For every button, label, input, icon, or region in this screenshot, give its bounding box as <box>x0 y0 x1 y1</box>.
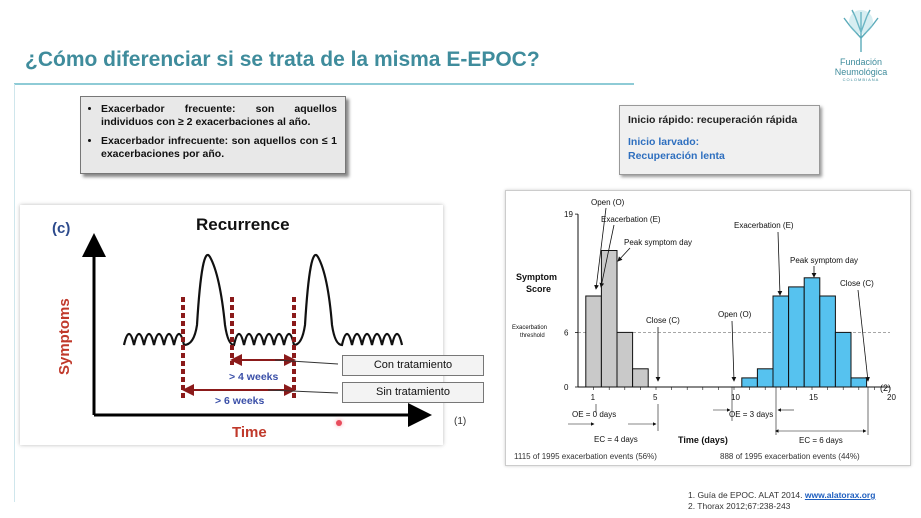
y-tick-label-6: 6 <box>564 328 569 337</box>
x-axis-label: Time <box>232 424 267 441</box>
y-tick-label-0: 0 <box>564 383 569 392</box>
recurrence-diagram: (c) Recurrence Symptoms Time > 4 weeks >… <box>20 205 484 445</box>
count-right: 888 of 1995 exacerbation events (44%) <box>720 452 860 461</box>
peak-left-label: Peak symptom day <box>624 238 692 247</box>
open-right-label: Open (O) <box>718 310 752 319</box>
close-right-arrow <box>857 289 870 382</box>
open-right-arrow <box>731 320 737 382</box>
reference-1-link[interactable]: www.alatorax.org <box>804 490 876 500</box>
threshold-label-1: Exacerbation <box>512 325 547 331</box>
reference-2: 2. Thorax 2012;67:238-243 <box>688 501 791 511</box>
onset-fast: Inicio rápido: recuperación rápida <box>628 114 798 126</box>
onset-slow-2: Recuperación lenta <box>628 150 725 162</box>
x-tick-label-5: 5 <box>653 393 658 402</box>
recurrence-title: Recurrence <box>196 215 290 234</box>
exac-left-label: Exacerbation (E) <box>601 215 661 224</box>
pointer-without-treatment <box>267 389 339 394</box>
close-right-label: Close (C) <box>840 279 874 288</box>
bar-s1-day-14 <box>788 286 805 388</box>
y-label-1: Symptom <box>516 272 557 282</box>
bar-s1-day-16 <box>819 295 836 388</box>
peak-left-arrow <box>617 247 631 262</box>
without-treatment-box: Sin tratamiento <box>342 382 484 403</box>
open-left-arrow <box>594 207 607 290</box>
bar-s0-day-4 <box>632 368 649 388</box>
reference-marker-2: (2) <box>880 383 891 393</box>
open-left-label: Open (O) <box>591 198 625 207</box>
logo-line-3: COLOMBIANA <box>842 77 880 82</box>
peak-right-label: Peak symptom day <box>790 256 858 265</box>
bar-s0-day-2 <box>600 250 618 388</box>
y-axis-label: Symptoms <box>56 298 73 375</box>
close-left-label: Close (C) <box>646 316 680 325</box>
slide-title: ¿Cómo diferenciar si se trata de la mism… <box>25 48 540 71</box>
logo-line-1: Fundación <box>839 57 883 67</box>
onset-box: Inicio rápido: recuperación rápida Inici… <box>619 105 820 175</box>
panel-label: (c) <box>52 220 70 237</box>
pointer-dot <box>336 420 342 426</box>
title-divider <box>14 83 634 85</box>
bar-s1-day-18 <box>850 377 868 388</box>
logo-line-2: Neumológica <box>834 67 888 77</box>
x-axis-title: Time (days) <box>678 435 728 445</box>
bar-s0-day-3 <box>616 331 634 388</box>
x-tick-label-15: 15 <box>809 393 818 402</box>
symptom-curve <box>122 254 404 347</box>
onset-slow-1: Inicio larvado: <box>628 136 700 148</box>
exac-right-label: Exacerbation (E) <box>734 221 794 230</box>
x-tick-label-20: 20 <box>887 393 896 402</box>
tree-logo-icon <box>843 9 879 52</box>
reference-1-text: 1. Guía de EPOC. ALAT 2014. <box>688 490 805 500</box>
x-tick-label-1: 1 <box>591 393 596 402</box>
count-left: 1115 of 1995 exacerbation events (56%) <box>514 452 657 461</box>
bar-s1-day-11 <box>741 377 758 388</box>
label-6-weeks: > 6 weeks <box>215 395 264 407</box>
bar-s1-day-15 <box>803 277 821 388</box>
label-4-weeks: > 4 weeks <box>229 371 278 383</box>
oe-left-label: OE = 0 days <box>572 410 616 419</box>
pointer-with-treatment <box>274 359 339 365</box>
with-treatment-box: Con tratamiento <box>342 355 484 376</box>
reference-marker-1: (1) <box>454 416 467 427</box>
oe-right-label: OE = 3 days <box>729 410 773 419</box>
y-tick-label-19: 19 <box>564 210 573 219</box>
bar-s0-day-1 <box>585 295 602 388</box>
left-divider <box>14 84 15 502</box>
symptom-score-chart: 0 6 19 1 5 10 15 20 Symptom Score Exacerbation … <box>505 190 911 466</box>
exac-right-arrow <box>777 231 783 296</box>
ec-right-label: EC = 6 days <box>799 436 843 445</box>
references: 1. Guía de EPOC. ALAT 2014. www.alatorax… <box>688 490 875 512</box>
x-tick-label-10: 10 <box>731 393 740 402</box>
reference-1: 1. Guía de EPOC. ALAT 2014. www.alatorax… <box>688 490 875 501</box>
bar-s1-day-17 <box>834 331 852 388</box>
foundation-logo: Fundación Neumológica COLOMBIANA <box>818 8 904 90</box>
y-label-2: Score <box>526 284 551 294</box>
ec-left-label: EC = 4 days <box>594 435 638 444</box>
definition-infrequent: Exacerbador infrecuente: son aquellos co… <box>101 135 337 160</box>
recurrence-svg: (c) Recurrence Symptoms Time > 4 weeks >… <box>52 215 432 441</box>
definition-frequent: Exacerbador frecuente: son aquellos indi… <box>101 103 337 128</box>
definitions-box: Exacerbador frecuente: son aquellos indi… <box>80 96 346 174</box>
exac-left-arrow <box>599 224 615 288</box>
bar-s1-day-13 <box>772 295 790 388</box>
threshold-label-2: threshold <box>520 333 545 339</box>
bar-s1-day-12 <box>756 368 774 388</box>
